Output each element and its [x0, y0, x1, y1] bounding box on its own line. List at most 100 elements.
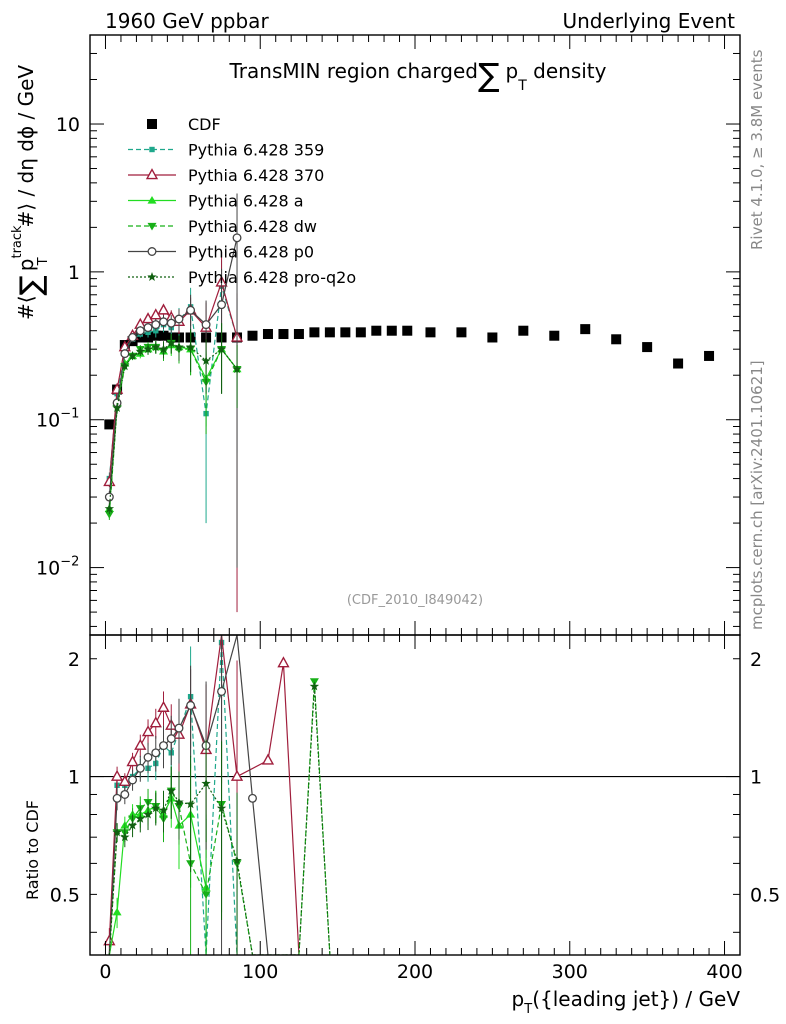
- y-tick-label: 10: [56, 114, 80, 136]
- main-series-0-point: [487, 332, 498, 343]
- main-series-0-point: [340, 327, 351, 338]
- legend-item: Pythia 6.428 p0: [128, 243, 314, 262]
- ratio-series-4-point: [151, 748, 161, 758]
- legend-item: Pythia 6.428 370: [128, 166, 324, 185]
- ratio-series-5-point: [166, 785, 176, 795]
- main-series-2-point: [157, 303, 170, 315]
- legend-label: Pythia 6.428 a: [188, 192, 304, 211]
- ratio-series-1-point: [230, 769, 244, 781]
- main-series-0-point: [580, 324, 591, 335]
- main-series-6-point: [120, 361, 130, 371]
- ratio-series-5-point: [185, 799, 196, 809]
- ratio-series-5-point: [120, 832, 130, 842]
- legend-label: Pythia 6.428 p0: [188, 243, 314, 262]
- main-series-5-point: [104, 492, 114, 502]
- ratio-series-5-point: [143, 809, 153, 819]
- main-series-5-point: [128, 333, 138, 342]
- ratio-y-tick-label-right: 0.5: [750, 884, 780, 906]
- ratio-series-4-point: [120, 789, 130, 799]
- main-series-0-point: [324, 327, 335, 338]
- header-right: Underlying Event: [562, 9, 735, 33]
- main-series-5-point: [201, 320, 211, 330]
- main-series-0-point: [104, 419, 115, 430]
- x-tick-label: 300: [552, 961, 588, 983]
- main-series-5-point: [174, 314, 184, 324]
- x-tick-label: 0: [99, 961, 111, 983]
- y-axis-label-main: #⟨∑ ptrack T #⟩ / dη dϕ / GeV: [10, 65, 51, 320]
- ratio-series-4-point: [248, 793, 257, 803]
- main-series-5-point: [186, 305, 196, 315]
- ratio-series-4-point: [112, 793, 122, 803]
- ratio-y-tick-label: 1: [68, 767, 80, 789]
- ratio-y-tick-label: 0.5: [50, 884, 80, 906]
- ratio-series-5-point: [135, 813, 146, 823]
- ratio-series-4-point: [166, 734, 176, 744]
- plot-title-sigma: ∑: [478, 56, 500, 94]
- main-series-0-point: [371, 325, 382, 336]
- main-series-4-point: [104, 510, 114, 519]
- main-series-0-point: [355, 327, 366, 338]
- ratio-series-5-point: [158, 805, 169, 815]
- y-tick-label-base: 10: [36, 558, 60, 580]
- legend-label: Pythia 6.428 359: [188, 141, 324, 160]
- ratio-series-4-line: [108, 635, 269, 955]
- main-series-6-point: [143, 344, 153, 354]
- main-series-6-point: [232, 364, 242, 374]
- main-series-0-point: [642, 342, 653, 353]
- main-series-0-point: [704, 350, 715, 361]
- main-series-6-point: [151, 342, 161, 352]
- plot-title-p: p: [506, 59, 519, 83]
- ratio-series-5-point: [201, 778, 211, 788]
- y-tick-label-base: 10: [36, 410, 60, 432]
- legend-marker: [147, 222, 157, 231]
- main-series-5-point: [166, 318, 176, 328]
- ratio-series-1-point: [126, 755, 139, 767]
- legend-marker: [145, 168, 159, 180]
- ratio-series-4-point: [186, 700, 196, 710]
- main-series-0-point: [158, 330, 169, 341]
- main-series-6-point: [104, 503, 115, 513]
- x-label-p: p: [512, 987, 525, 1011]
- ratio-series-4-point: [135, 763, 145, 773]
- ratio-series-4-point: [143, 752, 153, 762]
- x-label-post: ({leading jet}) / GeV: [532, 987, 740, 1011]
- main-series-5-point: [120, 349, 130, 359]
- main-series-5-point: [143, 323, 153, 333]
- main-series-0-point: [293, 329, 304, 340]
- main-series-0-point: [673, 358, 684, 369]
- main-series-6-point: [216, 344, 227, 354]
- ratio-panel-content: [90, 635, 740, 955]
- legend-marker: [147, 196, 157, 204]
- main-series-0-point: [262, 329, 273, 340]
- main-series-6-point: [174, 342, 184, 352]
- main-series-6-point: [112, 403, 122, 413]
- legend-marker: [147, 247, 157, 256]
- main-series-6-point: [135, 346, 146, 356]
- ratio-series-1-point: [134, 738, 147, 750]
- plot-title-post: density: [527, 59, 607, 83]
- legend-marker: [147, 119, 157, 129]
- main-series-0-point: [456, 327, 467, 338]
- legend-marker: [149, 146, 155, 153]
- ratio-y-tick-label-right: 2: [750, 649, 762, 671]
- ratio-y-tick-label-right: 1: [750, 767, 762, 789]
- main-series-6-point: [201, 355, 211, 365]
- main-series-5-point: [135, 326, 145, 336]
- main-series-6: [104, 323, 242, 515]
- legend-marker: [147, 272, 157, 281]
- analysis-ref: (CDF_2010_I849042): [347, 593, 483, 608]
- x-tick-label: 200: [397, 961, 433, 983]
- legend-item: CDF: [147, 115, 221, 134]
- y-tick-label: 1: [68, 262, 80, 284]
- ratio-series-5-point: [127, 820, 138, 830]
- ratio-series-4-point: [217, 686, 227, 696]
- legend-item: Pythia 6.428 359: [128, 141, 324, 160]
- main-series-0-point: [247, 330, 258, 341]
- legend-item: Pythia 6.428 a: [128, 192, 304, 211]
- main-series-6-point: [166, 338, 176, 348]
- legend-item: Pythia 6.428 pro-q2o: [128, 268, 356, 287]
- ratio-y-tick-label: 2: [68, 649, 80, 671]
- ratio-series-1-point: [261, 753, 275, 765]
